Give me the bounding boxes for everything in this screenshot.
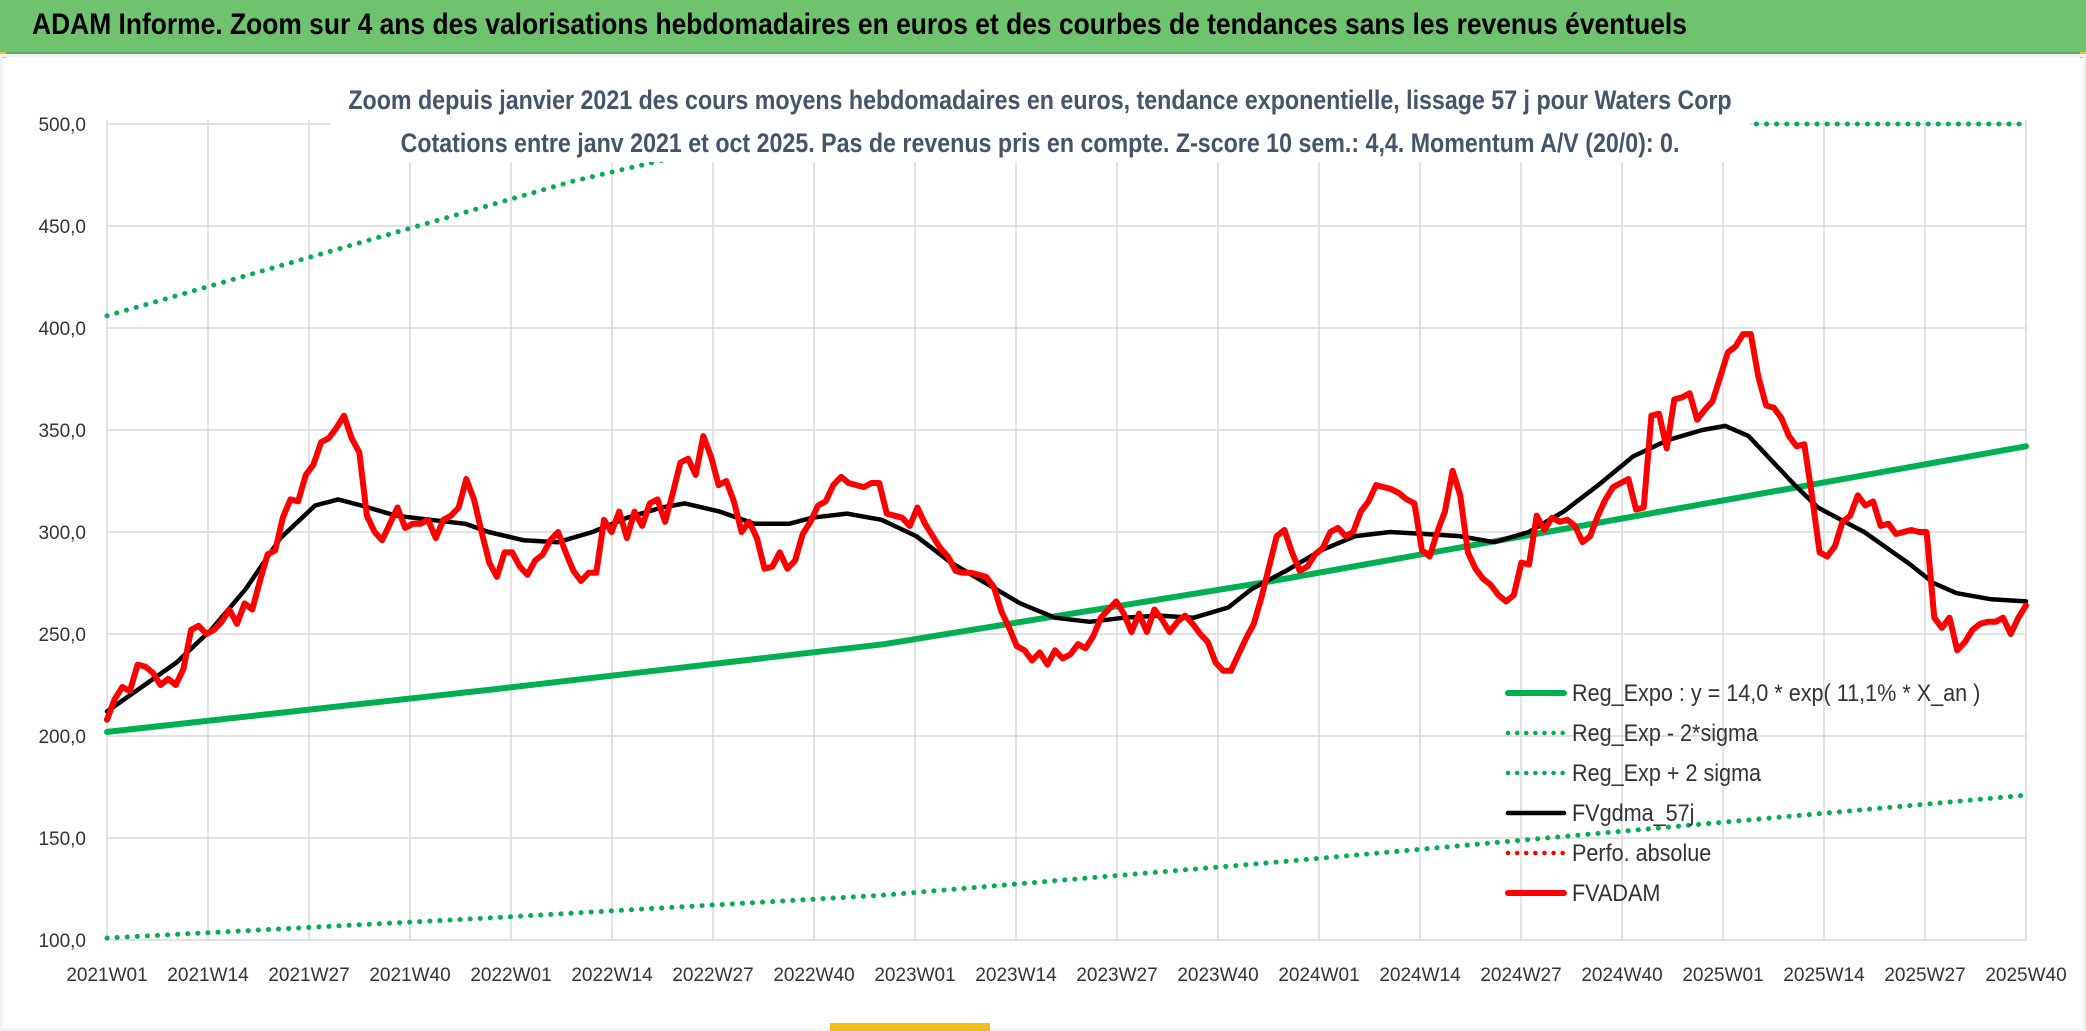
x-tick-label: 2023W40 xyxy=(1177,965,1258,986)
y-tick-label: 500,0 xyxy=(38,115,86,136)
legend-label: Reg_Expo : y = 14,0 * exp( 11,1% * X_an … xyxy=(1572,679,1980,706)
x-tick-label: 2022W01 xyxy=(470,965,551,986)
x-tick-label: 2025W14 xyxy=(1783,965,1865,986)
y-tick-label: 300,0 xyxy=(38,523,86,544)
chart-series xyxy=(104,121,2029,941)
chart-frame xyxy=(0,54,2086,1031)
x-tick-label: 2024W14 xyxy=(1379,965,1461,986)
chart-subtitle: Cotations entre janv 2021 et oct 2025. P… xyxy=(401,128,1680,158)
bottom-accent xyxy=(830,1023,990,1031)
legend-label: FVgdma_57j xyxy=(1572,799,1694,826)
y-tick-label: 350,0 xyxy=(38,421,86,442)
y-tick-label: 450,0 xyxy=(38,217,86,238)
x-tick-label: 2024W01 xyxy=(1278,965,1359,986)
x-tick-label: 2024W40 xyxy=(1581,965,1662,986)
x-tick-label: 2025W40 xyxy=(1985,965,2066,986)
chart-legend: Reg_Expo : y = 14,0 * exp( 11,1% * X_an … xyxy=(1505,679,1980,906)
y-tick-label: 150,0 xyxy=(38,829,86,850)
x-tick-label: 2023W14 xyxy=(975,965,1057,986)
x-tick-label: 2022W27 xyxy=(672,965,753,986)
x-tick-label: 2022W14 xyxy=(571,965,653,986)
title-backdrop xyxy=(330,82,1750,162)
legend-label: FVADAM xyxy=(1572,879,1660,906)
reg-expo-line xyxy=(104,443,2029,735)
x-tick-label: 2024W27 xyxy=(1480,965,1561,986)
chart-title: Zoom depuis janvier 2021 des cours moyen… xyxy=(348,85,1731,115)
x-tick-label: 2023W27 xyxy=(1076,965,1157,986)
reg-plus-2sigma-line xyxy=(104,146,716,319)
legend-label: Reg_Exp + 2 sigma xyxy=(1572,759,1761,786)
legend-label: Reg_Exp - 2*sigma xyxy=(1572,719,1758,746)
fvadam-line xyxy=(104,331,2029,723)
y-tick-label: 200,0 xyxy=(38,727,86,748)
reg-minus-2sigma-line xyxy=(104,792,2029,941)
y-tick-label: 100,0 xyxy=(38,931,86,952)
x-tick-label: 2023W01 xyxy=(874,965,955,986)
x-tick-label: 2025W27 xyxy=(1884,965,1965,986)
report-header: ADAM Informe. Zoom sur 4 ans des valoris… xyxy=(0,0,2086,54)
x-tick-label: 2022W40 xyxy=(773,965,854,986)
x-axis-ticks: 2021W01 2021W14 2021W27 2021W40 2022W01 2022W… xyxy=(66,965,2066,986)
y-tick-label: 400,0 xyxy=(38,319,86,340)
report-title: ADAM Informe. Zoom sur 4 ans des valoris… xyxy=(32,8,1687,41)
legend-label: Perfo. absolue xyxy=(1572,839,1711,866)
x-tick-label: 2021W40 xyxy=(369,965,450,986)
y-tick-label: 250,0 xyxy=(38,625,86,646)
x-tick-label: 2021W27 xyxy=(268,965,349,986)
x-tick-label: 2025W01 xyxy=(1682,965,1763,986)
gdma-57j-line xyxy=(104,423,2029,714)
y-axis-ticks: 100,0 150,0 200,0 250,0 300,0 350,0 400,0 450,0… xyxy=(38,115,86,952)
x-tick-label: 2021W14 xyxy=(167,965,249,986)
x-tick-label: 2021W01 xyxy=(66,965,147,986)
